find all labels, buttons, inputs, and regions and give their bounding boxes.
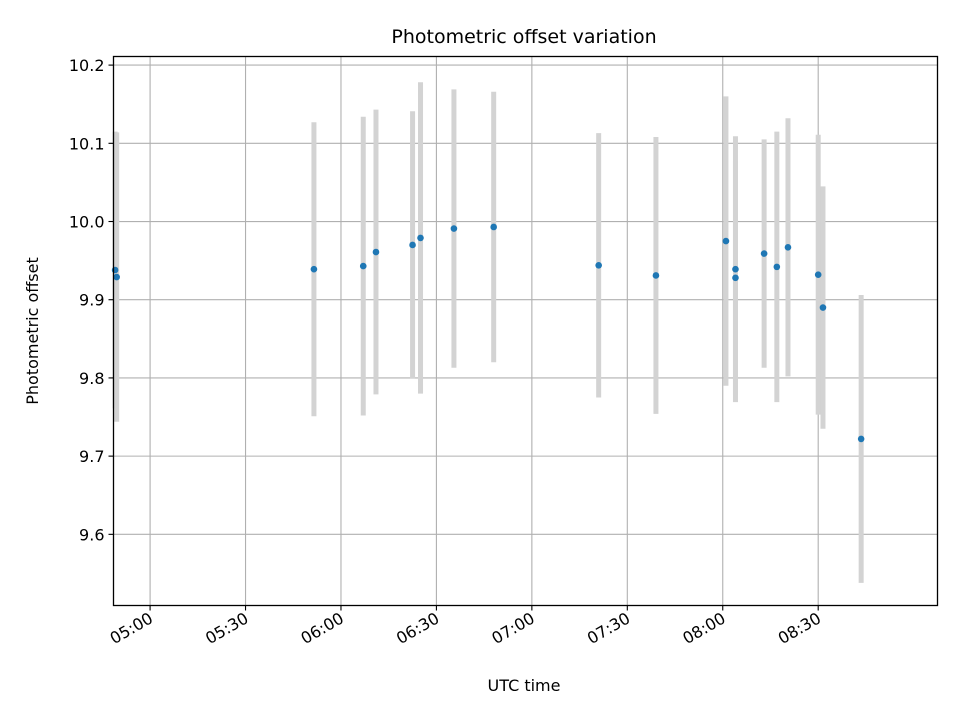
y-tick-label: 9.6 <box>79 525 104 544</box>
x-tick-label: 08:00 <box>679 609 728 649</box>
data-point <box>819 304 827 311</box>
y-tick-label: 9.9 <box>79 291 104 310</box>
data-point <box>652 272 660 279</box>
data-point <box>732 265 739 273</box>
data-point <box>857 435 865 443</box>
y-axis-ticks: 9.6 9.7 9.8 9.9 10.0 10.1 10.2 <box>69 56 114 544</box>
y-tick-label: 9.7 <box>79 447 104 466</box>
data-point <box>417 234 424 242</box>
y-tick-label: 10.2 <box>69 56 105 75</box>
error-bars <box>112 82 864 583</box>
y-tick-label: 10.1 <box>69 134 105 153</box>
x-tick-label: 05:30 <box>202 609 251 649</box>
data-points <box>111 223 865 443</box>
data-point <box>760 250 768 257</box>
data-point <box>732 274 739 282</box>
data-point <box>111 266 119 274</box>
plot-frame <box>112 55 939 607</box>
data-point <box>784 244 792 251</box>
chart-title: Photometric offset variation <box>391 26 656 48</box>
y-axis-label: Photometric offset <box>23 257 42 405</box>
data-point <box>113 273 120 281</box>
data-point <box>372 248 380 256</box>
y-tick-label: 9.8 <box>79 369 104 388</box>
data-point <box>310 265 318 273</box>
x-tick-label: 07:30 <box>584 609 633 649</box>
data-point <box>450 225 458 232</box>
data-point <box>595 262 602 269</box>
x-tick-label: 07:00 <box>488 609 537 649</box>
data-point <box>722 237 730 245</box>
x-tick-label: 05:00 <box>107 609 156 649</box>
x-tick-label: 06:00 <box>298 609 347 649</box>
data-point <box>490 223 497 231</box>
y-tick-label: 10.0 <box>69 213 105 232</box>
x-axis-label: UTC time <box>488 676 561 695</box>
x-axis-ticks: 05:00 05:30 06:00 06:30 07:00 07:30 08:00 08:30 <box>107 605 824 649</box>
data-point <box>773 263 781 271</box>
grid-lines <box>113 56 938 606</box>
x-tick-label: 06:30 <box>393 609 442 649</box>
data-point <box>814 271 822 278</box>
x-tick-label: 08:30 <box>775 609 824 649</box>
data-point <box>409 241 416 249</box>
data-point <box>359 262 367 270</box>
